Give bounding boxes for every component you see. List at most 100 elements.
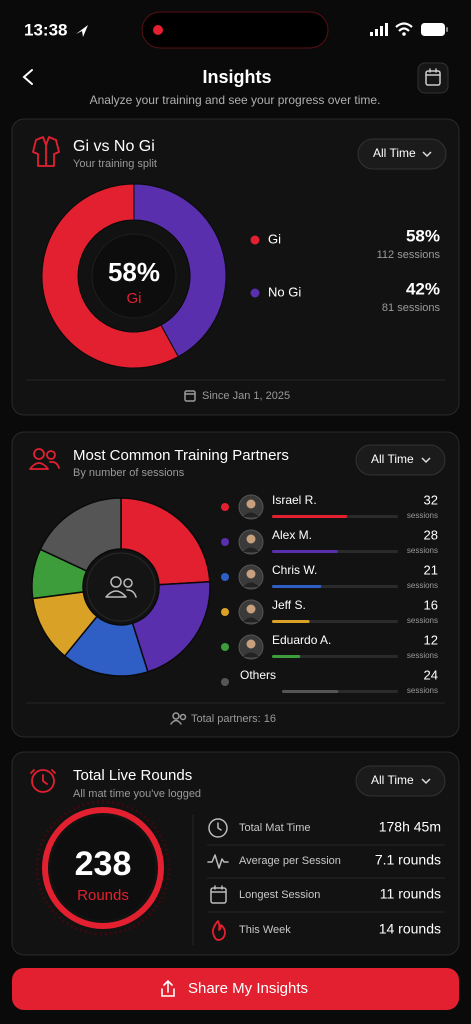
partner-dot [221, 643, 229, 651]
legend-value: 58% [406, 226, 440, 245]
filter-label: All Time [371, 452, 414, 466]
avatar-body [243, 617, 259, 622]
sessions-unit: sessions [407, 686, 438, 695]
stat-value: 7.1 rounds [375, 852, 441, 868]
filter-label: All Time [373, 146, 416, 160]
stat-label: Average per Session [239, 855, 341, 867]
bar [272, 550, 338, 553]
donut-segment [41, 183, 180, 369]
battery-tip [446, 27, 448, 32]
signal-icon [370, 23, 388, 36]
partner-sessions: 12 [424, 632, 438, 647]
card-footer: Total partners: 16 [191, 713, 276, 725]
legend-value: 42% [406, 279, 440, 298]
donut-segment [133, 183, 227, 358]
calendar-icon [425, 68, 441, 86]
legend-dot [250, 288, 260, 298]
avatar-head [246, 499, 256, 509]
people-icon [170, 712, 187, 725]
sessions-unit: sessions [407, 651, 438, 660]
recording-dot [153, 25, 163, 35]
legend-name: Gi [268, 231, 281, 246]
bar [272, 655, 301, 658]
stat-value: 178h 45m [379, 819, 441, 835]
avatar-head [246, 604, 256, 614]
sessions-unit: sessions [407, 546, 438, 555]
card-title: Total Live Rounds [73, 767, 192, 784]
sessions-unit: sessions [407, 616, 438, 625]
ring [42, 807, 164, 929]
center-label: Gi [127, 290, 142, 307]
stat-value: 14 rounds [379, 921, 441, 937]
avatar-body [243, 582, 259, 587]
stat-label: This Week [239, 924, 291, 936]
partner-dot [221, 573, 229, 581]
calendar-button[interactable] [417, 62, 449, 94]
filter-dropdown[interactable] [357, 138, 447, 170]
partner-dot [221, 538, 229, 546]
calendar-icon [184, 390, 196, 402]
partner-sessions: 21 [424, 562, 438, 577]
card-subtitle: All mat time you've logged [73, 788, 201, 800]
avatar-body [243, 512, 259, 517]
pie-segment [39, 497, 122, 572]
avatar-body [243, 547, 259, 552]
bar [272, 620, 310, 623]
clock: 13:38 [24, 20, 67, 39]
partner-dot [221, 678, 229, 686]
chevron [421, 457, 431, 464]
bar [272, 585, 322, 588]
share-button[interactable] [12, 968, 459, 1010]
ring-ticks [35, 800, 171, 936]
sessions-unit: sessions [407, 511, 438, 520]
stat-list: Total Mat Time 178h 45m Average per Sessio… [207, 819, 445, 937]
timer-icon [30, 769, 56, 793]
partner-dot [221, 608, 229, 616]
battery-icon [421, 23, 445, 36]
filter-dropdown[interactable] [355, 444, 446, 476]
people-icon [105, 576, 137, 598]
back-button[interactable] [22, 69, 33, 85]
location-icon [76, 25, 88, 37]
avatar-head [246, 639, 256, 649]
partner-dot [221, 503, 229, 511]
rounds-unit: Rounds [77, 887, 129, 904]
legend-sessions: 81 sessions [382, 302, 441, 314]
card-title: Gi vs No Gi [73, 138, 155, 155]
avatar-head [246, 569, 256, 579]
legend-name: No Gi [268, 284, 301, 299]
chevron [422, 151, 432, 158]
stat-label: Longest Session [239, 889, 320, 901]
card-footer: Since Jan 1, 2025 [202, 390, 290, 402]
dynamic-island [141, 11, 329, 49]
partner-name: Chris W. [272, 563, 317, 577]
bar [272, 515, 348, 518]
stat-icon [207, 854, 229, 869]
pie-segment [131, 580, 211, 673]
partner-sessions: 28 [424, 527, 438, 542]
partner-name: Eduardo A. [272, 633, 331, 647]
filter-dropdown[interactable] [355, 765, 446, 797]
pie-center [86, 552, 156, 622]
legend-sessions: 112 sessions [377, 249, 441, 261]
share-icon [161, 979, 175, 997]
stat-icon [211, 920, 226, 941]
gi-legend: Gi 58% 112 sessions No Gi 42% 81 sessions [250, 226, 441, 314]
partner-name: Jeff S. [272, 598, 306, 612]
rounds-total: 238 [75, 845, 132, 883]
partner-pie [31, 497, 211, 677]
card-subtitle: Your training split [73, 158, 157, 170]
card-subtitle: By number of sessions [73, 467, 185, 479]
gi-donut [41, 183, 227, 369]
avatar-head [246, 534, 256, 544]
partners-icon [29, 448, 60, 470]
share-label: Share My Insights [188, 980, 308, 997]
bar [282, 690, 339, 693]
filter-label: All Time [371, 773, 414, 787]
partner-name: Others [240, 668, 276, 682]
wifi-icon [395, 22, 413, 32]
stat-value: 11 rounds [380, 886, 441, 902]
